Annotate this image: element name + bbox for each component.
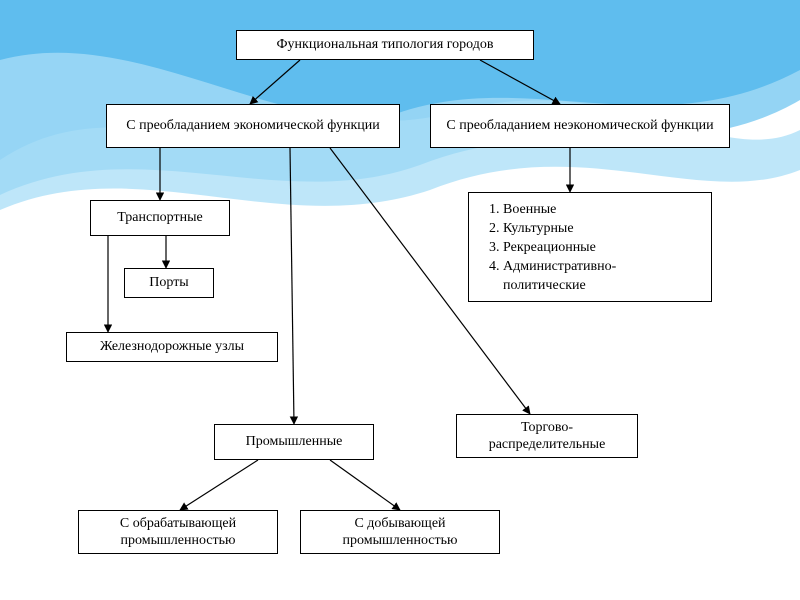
node-transport: Транспортные — [90, 200, 230, 236]
node-industrial: Промышленные — [214, 424, 374, 460]
node-mining-label: С добывающей промышленностью — [309, 515, 491, 550]
nonecon-list: Военные Культурные Рекреационные Админис… — [481, 201, 699, 295]
node-trade-label: Торгово-распределительные — [465, 419, 629, 454]
node-ports: Порты — [124, 268, 214, 298]
node-mining: С добывающей промышленностью — [300, 510, 500, 554]
node-industrial-label: Промышленные — [246, 433, 343, 451]
node-proc: С обрабатывающей промышленностью — [78, 510, 278, 554]
list-item: Культурные — [503, 220, 699, 239]
node-econ: С преобладанием экономической функции — [106, 104, 400, 148]
node-rail: Железнодорожные узлы — [66, 332, 278, 362]
node-nonecon-label: С преобладанием неэкономической функции — [446, 117, 713, 135]
node-root: Функциональная типология городов — [236, 30, 534, 60]
node-econ-label: С преобладанием экономической функции — [126, 117, 379, 135]
node-transport-label: Транспортные — [117, 209, 202, 227]
node-nonecon: С преобладанием неэкономической функции — [430, 104, 730, 148]
node-proc-label: С обрабатывающей промышленностью — [87, 515, 269, 550]
node-trade: Торгово-распределительные — [456, 414, 638, 458]
node-root-label: Функциональная типология городов — [277, 36, 494, 54]
list-item: Военные — [503, 201, 699, 220]
list-item: Административно-политические — [503, 258, 699, 296]
list-item: Рекреационные — [503, 239, 699, 258]
node-ports-label: Порты — [149, 274, 188, 292]
node-rail-label: Железнодорожные узлы — [100, 338, 244, 356]
node-list: Военные Культурные Рекреационные Админис… — [468, 192, 712, 302]
